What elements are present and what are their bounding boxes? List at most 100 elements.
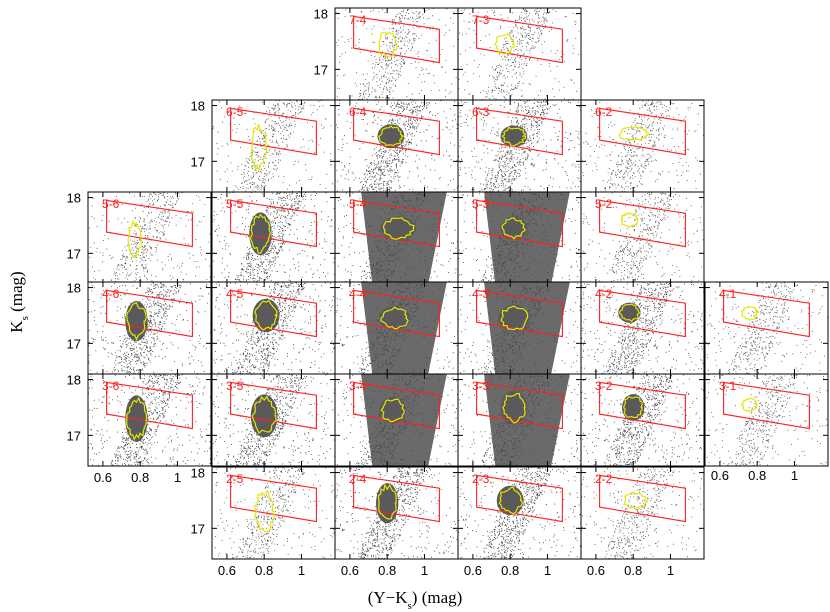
panel-label: 2-3 [472, 472, 490, 486]
density-contour [380, 398, 405, 423]
density-contour [618, 126, 650, 141]
panel-3-6: 3-6 [87, 373, 212, 467]
selection-box [353, 381, 440, 430]
panel-6-3: 6-3 [457, 99, 582, 193]
density-contour [741, 305, 760, 321]
panel-6-2: 6-2 [580, 99, 705, 193]
panel-label: 3-6 [102, 379, 120, 393]
panel-frame [580, 466, 705, 560]
y-tick-label: 17 [314, 62, 328, 77]
selection-box [353, 15, 440, 64]
density-contour [501, 126, 527, 147]
scatter-points [335, 100, 458, 192]
x-tick-label: 1 [667, 563, 674, 578]
scatter-points [458, 192, 581, 284]
density-contour [500, 305, 529, 331]
panel-ticks [705, 282, 828, 374]
density-contour [502, 392, 526, 424]
panel-ticks [335, 100, 458, 192]
panel-ticks [581, 374, 704, 466]
density-contour [493, 33, 516, 55]
y-tick-label: 17 [191, 154, 205, 169]
panel-7-3: 7-3 [457, 7, 582, 101]
density-contour [623, 395, 643, 418]
selection-box [723, 381, 810, 430]
panel-2-2: 2-2 [580, 466, 705, 560]
panel-6-4: 6-4 [334, 99, 459, 193]
density-contour [740, 397, 758, 413]
panel-4-6: 4-6 [87, 281, 212, 375]
panel-ticks [335, 467, 458, 559]
density-contour [378, 31, 398, 58]
panel-frame [704, 373, 829, 467]
panel-4-2: 4-2 [580, 281, 705, 375]
panel-5-4: 5-4 [334, 191, 459, 285]
panel-label: 5-5 [226, 197, 244, 211]
panel-label: 5-6 [102, 197, 120, 211]
panel-5-6: 5-6 [87, 191, 212, 285]
density-contour [254, 299, 278, 331]
x-tick-label: 0.6 [587, 563, 605, 578]
x-tick-label: 0.8 [501, 563, 519, 578]
panel-ticks [458, 467, 581, 559]
panel-6-5: 6-5 [211, 99, 336, 193]
panel-3-2: 3-2 [580, 373, 705, 467]
panel-3-4: 3-4 [334, 373, 459, 467]
selection-box [599, 381, 686, 430]
selection-box [476, 199, 563, 248]
x-tick-label: 0.6 [464, 563, 482, 578]
selection-box [599, 474, 686, 523]
y-tick-label: 18 [191, 99, 205, 114]
panel-7-4: 7-4 [334, 7, 459, 101]
x-tick-label: 0.8 [255, 563, 273, 578]
panel-4-1: 4-1 [704, 281, 829, 375]
panel-ticks [458, 100, 581, 192]
selection-box [230, 289, 317, 338]
panel-label: 2-2 [595, 472, 613, 486]
panel-label: 4-3 [472, 287, 490, 301]
density-contour [249, 213, 272, 255]
panel-label: 7-3 [472, 13, 490, 27]
density-contour [378, 125, 406, 147]
panel-ticks [705, 374, 828, 466]
y-tick-label: 18 [67, 191, 81, 206]
selection-box [230, 381, 317, 430]
scatter-points [212, 374, 335, 466]
panels-layer: 7-4 7-3 6-5 6-4 6-3 6-2 5-6 5-5 5-4 5-3 5-2 4-6 4-5 4… [87, 7, 829, 560]
panel-5-2: 5-2 [580, 191, 705, 285]
panel-label: 3-2 [595, 379, 613, 393]
x-tick-label: 0.8 [378, 563, 396, 578]
panel-label: 6-2 [595, 105, 613, 119]
selection-box [230, 107, 317, 156]
panel-label: 6-3 [472, 105, 490, 119]
panel-label: 4-2 [595, 287, 613, 301]
density-contour [620, 211, 639, 228]
density-contour [377, 483, 397, 520]
selection-box [353, 289, 440, 338]
y-tick-label: 17 [191, 521, 205, 536]
panel-label: 2-4 [349, 472, 367, 486]
selection-box [106, 381, 193, 430]
x-tick-label: 1 [544, 563, 551, 578]
panel-label: 5-4 [349, 197, 367, 211]
panel-ticks [88, 282, 211, 374]
panel-2-5: 2-5 [211, 466, 336, 560]
panel-2-4: 2-4 [334, 466, 459, 560]
x-tick-label: 0.6 [218, 563, 236, 578]
density-contour [126, 396, 148, 441]
density-contour [498, 486, 523, 515]
selection-box [599, 199, 686, 248]
panel-ticks [212, 374, 335, 466]
panel-ticks [212, 100, 335, 192]
panel-label: 5-3 [472, 197, 490, 211]
panel-ticks [581, 467, 704, 559]
panel-label: 3-4 [349, 379, 367, 393]
y-tick-label: 18 [314, 7, 328, 22]
panel-label: 3-5 [226, 379, 244, 393]
density-contour [127, 220, 143, 259]
panel-label: 5-2 [595, 197, 613, 211]
selection-box [476, 15, 563, 64]
y-tick-label: 17 [67, 336, 81, 351]
panel-3-5: 3-5 [211, 373, 336, 467]
density-contour [253, 491, 275, 533]
